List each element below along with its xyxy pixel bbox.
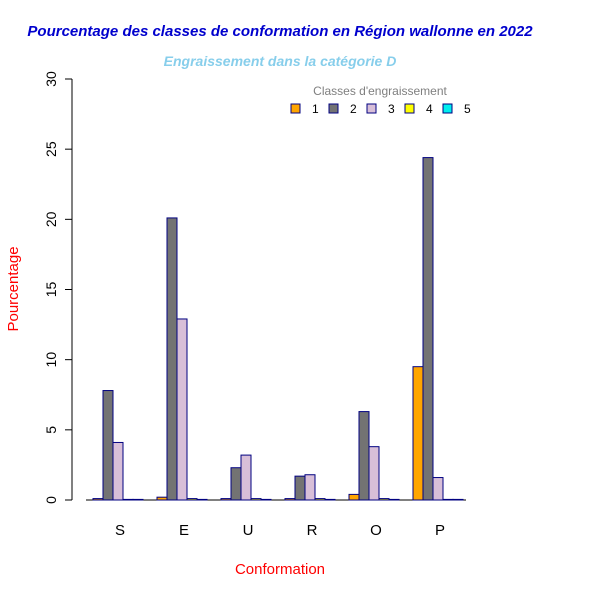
bar-S-class-1: [92, 498, 104, 501]
legend: Classes d'engraissement 1 2 3 4 5: [290, 84, 471, 116]
bar-S-class-5: [132, 498, 144, 501]
legend-swatch-2: [328, 103, 339, 114]
legend-label-1: 1: [312, 102, 319, 116]
x-tick-label: O: [370, 522, 382, 539]
bar-E-class-5: [196, 498, 208, 501]
bar-R-class-2: [294, 475, 306, 501]
y-axis-label: Pourcentage: [5, 246, 22, 331]
bar-E-class-4: [186, 498, 198, 501]
y-tick-label: 30: [43, 71, 59, 87]
chart-subtitle: Engraissement dans la catégorie D: [164, 53, 397, 69]
legend-label-5: 5: [464, 102, 471, 116]
legend-label-2: 2: [350, 102, 357, 116]
legend-swatch-5: [442, 103, 453, 114]
bar-O-class-1: [348, 493, 360, 501]
bar-E-class-1: [156, 496, 168, 501]
legend-swatch-3: [366, 103, 377, 114]
bar-O-class-3: [368, 446, 380, 501]
bar-R-class-3: [304, 474, 316, 501]
bar-O-class-5: [388, 498, 400, 501]
bar-P-class-4: [442, 498, 454, 501]
x-tick-label: S: [115, 522, 125, 539]
x-axis-label: Conformation: [235, 561, 325, 578]
bar-P-class-5: [452, 498, 464, 501]
y-tick-label: 15: [43, 282, 59, 298]
legend-title: Classes d'engraissement: [313, 84, 447, 98]
y-tick-label: 0: [43, 496, 59, 504]
y-tick-label: 10: [43, 352, 59, 368]
bar-S-class-2: [102, 390, 114, 501]
legend-label-4: 4: [426, 102, 433, 116]
legend-swatch-4: [404, 103, 415, 114]
bar-P-class-3: [432, 477, 444, 501]
bar-U-class-5: [260, 498, 272, 501]
legend-swatch-1: [290, 103, 301, 114]
bar-U-class-4: [250, 498, 262, 501]
bar-series-group: [92, 157, 464, 501]
bar-E-class-3: [176, 318, 188, 501]
bar-S-class-3: [112, 441, 124, 501]
x-tick-label: U: [243, 522, 254, 539]
bar-P-class-1: [412, 366, 424, 501]
bar-E-class-2: [166, 217, 178, 501]
bar-U-class-3: [240, 454, 252, 501]
bar-S-class-4: [122, 498, 134, 501]
y-tick-label: 20: [43, 211, 59, 227]
y-tick-label: 25: [43, 141, 59, 157]
legend-label-3: 3: [388, 102, 395, 116]
bar-R-class-5: [324, 498, 336, 501]
bar-U-class-2: [230, 467, 242, 501]
x-tick-label: R: [307, 522, 318, 539]
bar-R-class-1: [284, 498, 296, 501]
bar-O-class-2: [358, 411, 370, 501]
bar-P-class-2: [422, 157, 434, 501]
x-tick-label: P: [435, 522, 445, 539]
y-axis-ticks: 0 5 10 15 20 25 30: [43, 71, 72, 504]
bar-U-class-1: [220, 498, 232, 501]
y-tick-label: 5: [43, 426, 59, 434]
bar-O-class-4: [378, 498, 390, 501]
x-tick-label: E: [179, 522, 189, 539]
bar-R-class-4: [314, 498, 326, 501]
chart-title: Pourcentage des classes de conformation …: [27, 23, 533, 40]
legend-items: 1 2 3 4 5: [290, 102, 471, 116]
